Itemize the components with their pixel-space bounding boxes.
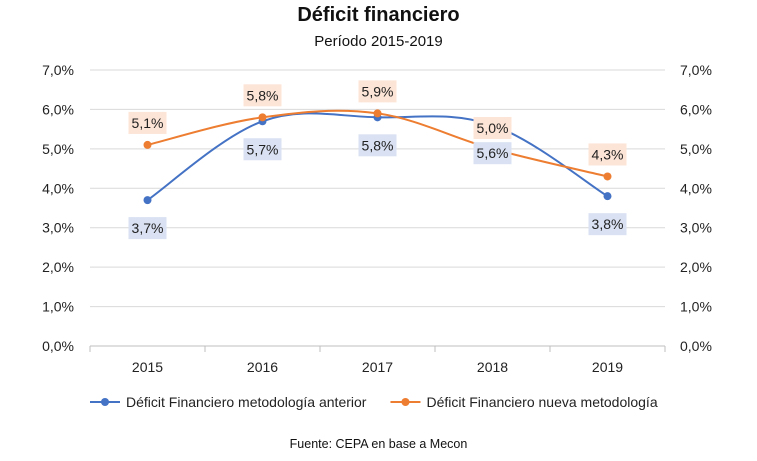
y-tick-label-right: 7,0% [680, 62, 712, 78]
y-tick-label-left: 4,0% [42, 180, 74, 196]
data-label: 5,7% [247, 141, 279, 157]
y-tick-label-right: 2,0% [680, 259, 712, 275]
data-label-box [243, 138, 282, 161]
legend-marker-2 [401, 398, 410, 406]
y-tick-label-left: 3,0% [42, 220, 74, 236]
data-label: 4,3% [592, 146, 624, 162]
data-label-box [128, 217, 167, 240]
data-point [143, 196, 152, 205]
data-label-box [128, 111, 167, 134]
legend-label-1: Déficit Financiero metodología anterior [126, 394, 367, 410]
legend-label-2: Déficit Financiero nueva metodología [426, 394, 657, 410]
y-tick-label-right: 6,0% [680, 101, 712, 117]
line-chart: 0,0% 0,0% 1,0% 1,0% 2,0% 2,0% 3,0% 3,0% 4,0% 4,0%… [42, 62, 712, 410]
data-label: 5,9% [362, 83, 394, 99]
chart-title: Déficit financiero [297, 4, 460, 26]
data-label-box [473, 117, 512, 139]
data-label: 5,0% [477, 120, 509, 136]
y-tick-label-left: 2,0% [42, 259, 74, 275]
y-tick-label-left: 1,0% [42, 299, 74, 315]
legend-marker-1 [101, 398, 109, 406]
data-point [143, 140, 152, 149]
data-label: 5,8% [362, 137, 394, 153]
data-point [258, 113, 267, 122]
x-tick-label: 2018 [477, 359, 508, 375]
x-tick-label: 2016 [247, 359, 278, 375]
y-tick-label-left: 5,0% [42, 141, 74, 157]
data-point [373, 109, 382, 118]
data-label-box [358, 80, 397, 103]
y-tick-label-right: 1,0% [680, 299, 712, 315]
data-label: 3,8% [592, 216, 624, 232]
y-tick-label-right: 5,0% [680, 141, 712, 157]
y-tick-label-right: 4,0% [680, 180, 712, 196]
data-label-box [588, 143, 627, 166]
y-tick-label-left: 7,0% [42, 62, 74, 78]
data-label: 5,1% [132, 115, 164, 131]
data-label: 5,6% [477, 145, 509, 161]
source-note: Fuente: CEPA en base a Mecon [289, 437, 468, 451]
data-label-box [358, 134, 397, 157]
data-point [603, 172, 612, 181]
data-label-box [243, 84, 282, 107]
y-tick-label-right: 0,0% [680, 338, 712, 354]
data-label: 5,8% [247, 87, 279, 103]
data-label-box [473, 142, 512, 165]
y-tick-label-right: 3,0% [680, 220, 712, 236]
y-tick-label-left: 6,0% [42, 101, 74, 117]
x-tick-label: 2019 [592, 359, 623, 375]
y-tick-label-left: 0,0% [42, 338, 74, 354]
data-label-box [588, 213, 627, 236]
data-point [603, 192, 612, 201]
x-tick-label: 2017 [362, 359, 393, 375]
data-label: 3,7% [132, 220, 164, 236]
x-tick-label: 2015 [132, 359, 163, 375]
chart-subtitle: Período 2015-2019 [314, 33, 443, 50]
